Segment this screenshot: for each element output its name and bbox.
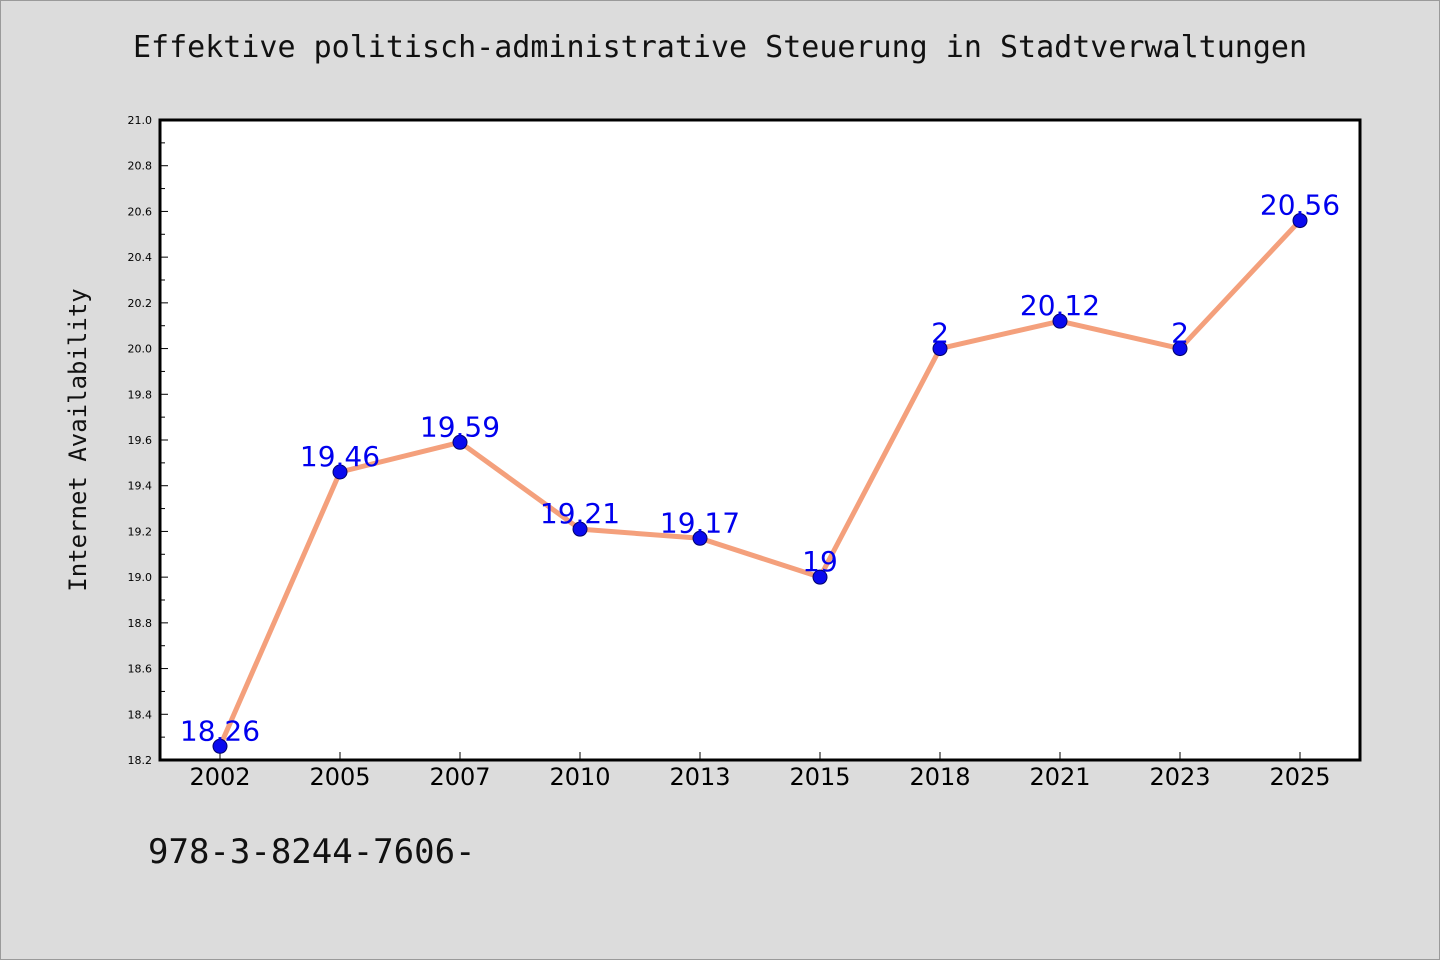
x-tick-label: 2005: [309, 763, 370, 791]
data-label: 2: [1171, 317, 1189, 350]
data-label: 20.12: [1020, 289, 1100, 322]
y-tick-label: 18.2: [128, 754, 153, 767]
data-label: 19: [802, 545, 838, 578]
data-point: [1172, 341, 1188, 357]
x-tick-label: 2021: [1029, 763, 1090, 791]
data-point: [1052, 313, 1068, 329]
y-tick-label: 19.0: [128, 571, 153, 584]
y-tick-label: 19.4: [128, 480, 153, 493]
footer-isbn-text: 978-3-8244-7606-: [148, 832, 476, 872]
series-line: [217, 218, 1303, 749]
data-label: 19.59: [420, 410, 500, 443]
y-tick-label: 20.4: [128, 251, 153, 264]
y-axis-label: Internet Availability: [64, 288, 92, 591]
x-tick-label: 2007: [429, 763, 490, 791]
data-point: [932, 341, 948, 357]
y-tick-label: 20.2: [128, 297, 153, 310]
data-point: [692, 530, 708, 546]
data-point: [1292, 213, 1308, 229]
y-tick-label: 19.6: [128, 434, 153, 447]
y-tick-label: 18.8: [128, 617, 153, 630]
data-point: [452, 434, 468, 450]
y-tick-label: 20.0: [128, 343, 153, 356]
plot-border: [158, 118, 1362, 762]
data-label: 2: [931, 317, 949, 350]
data-point: [812, 569, 828, 585]
y-tick-label: 20.8: [128, 160, 153, 173]
x-tick-label: 2013: [669, 763, 730, 791]
data-label: 20.56: [1260, 189, 1340, 222]
y-tick-label: 18.4: [128, 708, 153, 721]
x-tick-label: 2002: [189, 763, 250, 791]
data-point: [572, 521, 588, 537]
x-tick-label: 2023: [1149, 763, 1210, 791]
data-point: [332, 464, 348, 480]
y-tick-label: 18.6: [128, 663, 153, 676]
y-tick-label: 20.6: [128, 205, 153, 218]
y-tick-label: 19.2: [128, 525, 153, 538]
data-label: 18.26: [180, 714, 260, 747]
x-tick-label: 2010: [549, 763, 610, 791]
y-tick-label: 19.8: [128, 388, 153, 401]
data-label: 19.46: [300, 440, 380, 473]
data-label: 19.17: [660, 506, 740, 539]
x-tick-label: 2018: [909, 763, 970, 791]
plot-area: [160, 120, 1360, 760]
y-tick-label: 21.0: [128, 114, 153, 127]
x-tick-label: 2015: [789, 763, 850, 791]
data-label: 19.21: [540, 497, 620, 530]
data-point: [212, 738, 228, 754]
chart-title: Effektive politisch-administrative Steue…: [133, 30, 1307, 65]
x-tick-label: 2025: [1269, 763, 1330, 791]
